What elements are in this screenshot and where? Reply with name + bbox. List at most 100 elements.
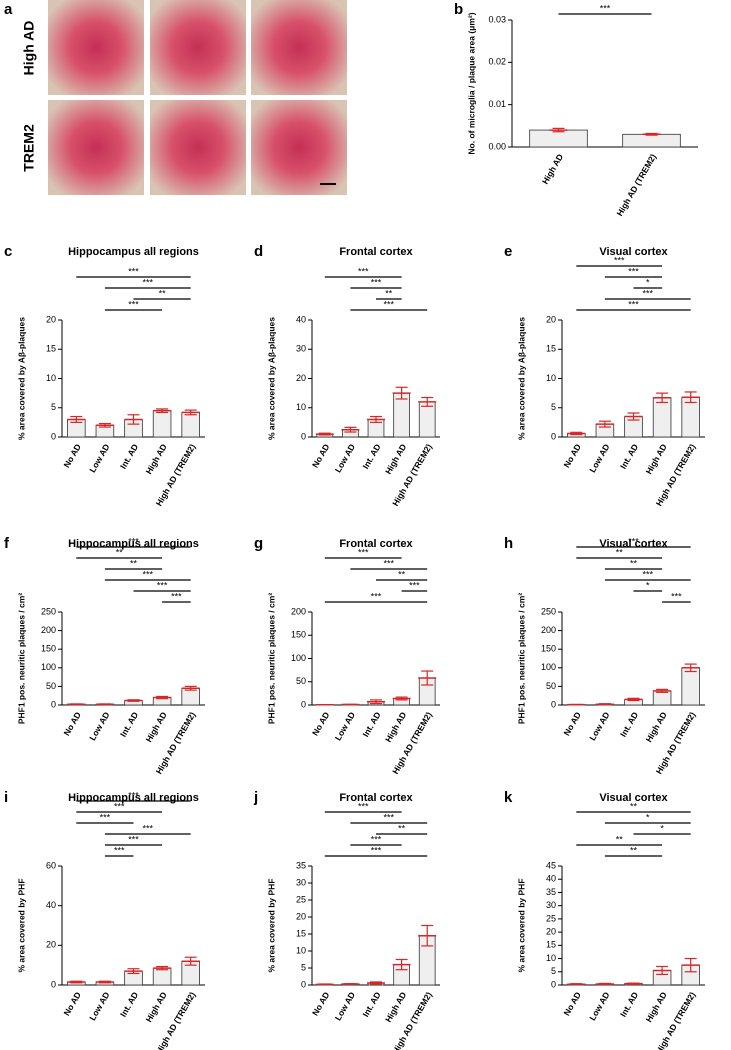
significance-label: *** [143, 277, 154, 287]
x-tick-label: High AD [144, 990, 169, 1024]
x-tick-label: Int. AD [118, 442, 140, 470]
significance-label: * [646, 812, 650, 822]
error-bar [341, 426, 360, 433]
x-tick-label: High AD [383, 710, 408, 744]
error-bar [67, 980, 86, 984]
y-tick-label: 0 [51, 979, 56, 989]
y-tick-label: 25 [296, 894, 306, 904]
significance-label: *** [628, 266, 639, 276]
y-axis-label: % area covered by PHF [16, 878, 26, 972]
error-bar [642, 132, 661, 136]
y-axis-label: % area covered by PHF [516, 878, 526, 972]
y-tick-label: 0 [301, 699, 306, 709]
bar [529, 129, 588, 148]
x-tick-label: High AD [540, 152, 565, 186]
y-tick-label: 10 [296, 402, 306, 412]
bar [681, 667, 700, 706]
y-tick-label: 20 [546, 314, 556, 324]
x-tick-label: Low AD [587, 990, 611, 1022]
y-tick-label: 0 [51, 699, 56, 709]
y-tick-label: 5 [551, 402, 556, 412]
y-tick-label: 15 [546, 940, 556, 950]
significance-label: ** [116, 547, 124, 557]
chart-panel: g Frontal cortex PHF1 pos. neuritic plaque… [254, 535, 440, 776]
y-tick-label: 0 [551, 431, 556, 441]
y-tick-label: 0.02 [488, 57, 506, 67]
bar [393, 392, 410, 438]
y-tick-label: 15 [546, 344, 556, 354]
y-axis-label: No. of microglia / plaque area (μm²) [466, 12, 476, 154]
error-bar [67, 703, 86, 706]
y-axis-label: PHF1 pos. neuritic plaques / cm² [516, 593, 526, 724]
error-bar [567, 983, 586, 986]
error-bar [153, 695, 172, 700]
significance-label: *** [358, 266, 369, 276]
panel-letter: a [4, 1, 13, 18]
y-tick-label: 100 [541, 662, 556, 672]
bar [418, 401, 436, 438]
bar [181, 412, 200, 438]
y-tick-label: 45 [546, 860, 556, 870]
bar [152, 410, 172, 438]
significance-label: *** [157, 580, 168, 590]
chart-title: Frontal cortex [339, 792, 413, 804]
error-bar [341, 983, 360, 985]
y-tick-label: 200 [291, 606, 306, 616]
y-tick-label: 10 [546, 373, 556, 383]
panel-letter: k [504, 789, 513, 806]
error-bar [624, 982, 643, 985]
x-tick-label: Low AD [587, 442, 611, 474]
y-tick-label: 30 [546, 900, 556, 910]
error-bar [653, 965, 672, 976]
bar [652, 397, 672, 438]
y-tick-label: 25 [546, 913, 556, 923]
y-tick-label: 5 [51, 402, 56, 412]
x-tick-label: Int. AD [360, 710, 382, 738]
y-tick-label: 0 [51, 431, 56, 441]
x-tick-label: No AD [561, 442, 582, 469]
y-tick-label: 20 [296, 373, 306, 383]
x-tick-label: No AD [61, 442, 82, 469]
significance-label: *** [171, 591, 182, 601]
chart-panel: c Hippocampus all regions % area covered b… [4, 243, 205, 508]
error-bar [681, 391, 700, 404]
significance-label: *** [128, 299, 139, 309]
bar [681, 396, 700, 438]
error-bar [567, 431, 586, 436]
micrograph [251, 0, 347, 95]
error-bar [367, 699, 385, 705]
x-tick-label: Low AD [333, 442, 357, 474]
panel-letter: b [454, 1, 463, 18]
y-axis-label: PHF1 pos. neuritic plaques / cm² [266, 593, 276, 724]
chart-panel: i Hippocampus all regions% area covered b… [4, 789, 205, 1050]
significance-label: * [646, 277, 650, 287]
y-tick-label: 50 [296, 676, 306, 686]
error-bar [124, 968, 143, 975]
error-bar [124, 414, 143, 425]
x-tick-label: Int. AD [118, 710, 140, 738]
significance-label: ** [130, 558, 138, 568]
chart-title: Visual cortex [599, 246, 668, 258]
chart-panel: d Frontal cortex % area covered by Aβ-plaq… [254, 243, 440, 508]
y-tick-label: 10 [546, 953, 556, 963]
significance-label: *** [143, 823, 154, 833]
x-tick-label: Low AD [587, 710, 611, 742]
y-axis-label: PHF1 pos. neuritic plaques / cm² [16, 593, 26, 724]
y-axis-label: % area covered by Aβ-plaques [266, 317, 276, 440]
significance-label: * [660, 823, 664, 833]
y-tick-label: 0 [301, 431, 306, 441]
significance-label: *** [600, 3, 611, 13]
micrograph [251, 100, 347, 195]
significance-label: *** [114, 845, 125, 855]
chart-panel: j Frontal cortex % area covered by PHF 0 5 10… [253, 789, 440, 1050]
error-bar [181, 409, 200, 416]
significance-label: *** [628, 536, 639, 546]
y-tick-label: 0 [301, 979, 306, 989]
y-tick-label: 200 [41, 625, 56, 635]
significance-label: *** [128, 266, 139, 276]
y-tick-label: 35 [296, 860, 306, 870]
y-tick-label: 100 [41, 662, 56, 672]
y-tick-label: 20 [46, 314, 56, 324]
y-tick-label: 30 [296, 344, 306, 354]
